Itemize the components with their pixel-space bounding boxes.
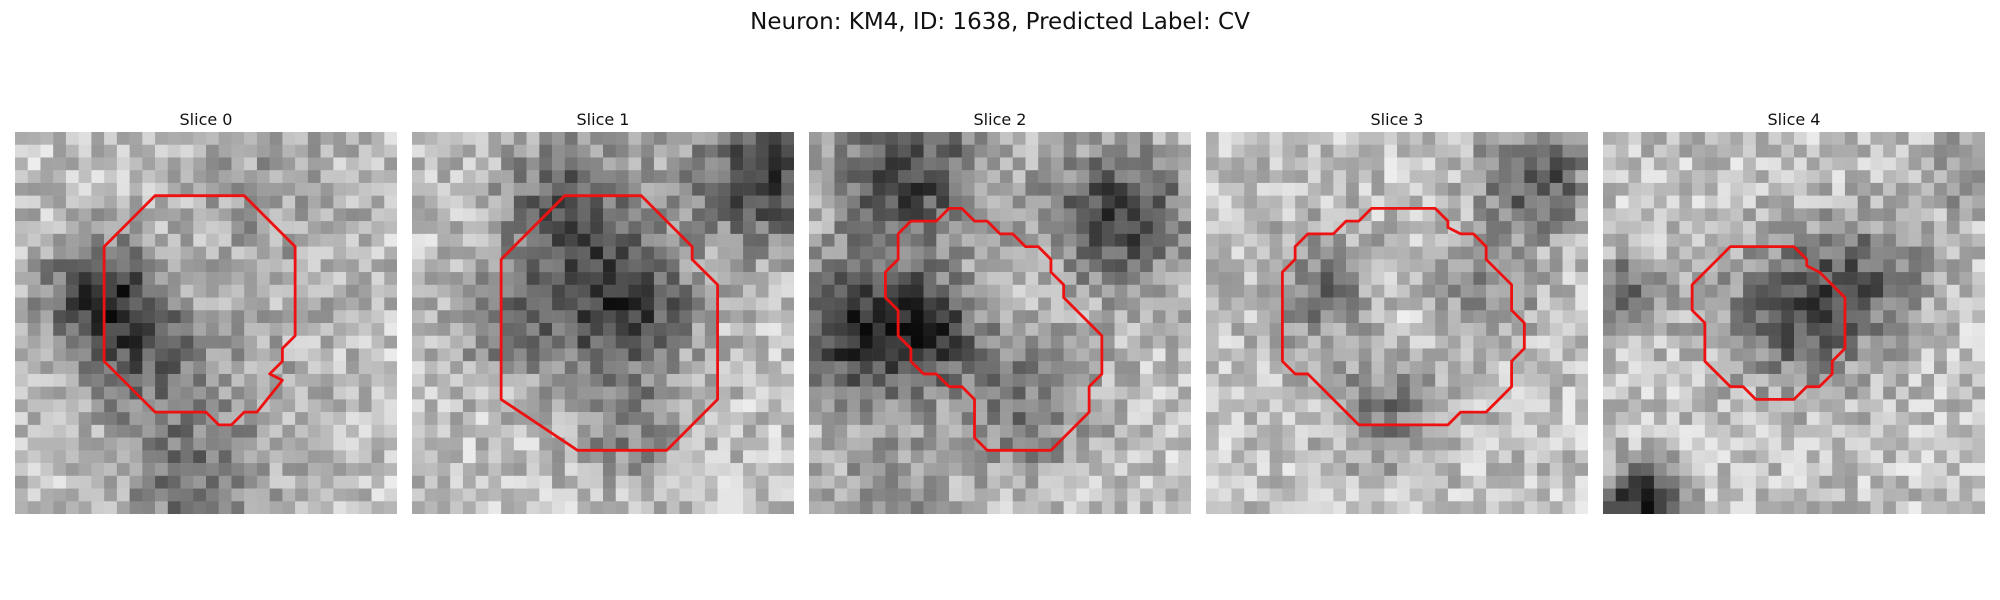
slice-title-3: Slice 3 bbox=[1370, 110, 1424, 129]
contour-3 bbox=[1280, 206, 1526, 427]
slice-image-1 bbox=[412, 132, 794, 514]
contour-0 bbox=[102, 194, 297, 427]
slice-title-0: Slice 0 bbox=[179, 110, 233, 129]
slice-title-4: Slice 4 bbox=[1767, 110, 1821, 129]
contour-2 bbox=[883, 206, 1104, 452]
slice-panel-4: Slice 4 bbox=[1603, 108, 1985, 514]
slice-pixels-1 bbox=[412, 132, 794, 514]
slice-pixels-2 bbox=[809, 132, 1191, 514]
slice-panel-1: Slice 1 bbox=[412, 108, 794, 514]
slice-image-3 bbox=[1206, 132, 1588, 514]
slice-image-2 bbox=[809, 132, 1191, 514]
slice-image-4 bbox=[1603, 132, 1985, 514]
slice-pixels-4 bbox=[1603, 132, 1985, 514]
figure-title: Neuron: KM4, ID: 1638, Predicted Label: … bbox=[750, 9, 1250, 35]
slice-image-0 bbox=[15, 132, 397, 514]
slice-pixels-0 bbox=[15, 132, 397, 514]
slice-pixels-3 bbox=[1206, 132, 1588, 514]
slice-title-2: Slice 2 bbox=[973, 110, 1027, 129]
contour-4 bbox=[1690, 245, 1847, 401]
slice-title-1: Slice 1 bbox=[576, 110, 630, 129]
slice-panel-0: Slice 0 bbox=[15, 108, 397, 514]
contour-1 bbox=[499, 194, 720, 452]
slice-panel-3: Slice 3 bbox=[1206, 108, 1588, 514]
slice-panel-2: Slice 2 bbox=[809, 108, 1191, 514]
